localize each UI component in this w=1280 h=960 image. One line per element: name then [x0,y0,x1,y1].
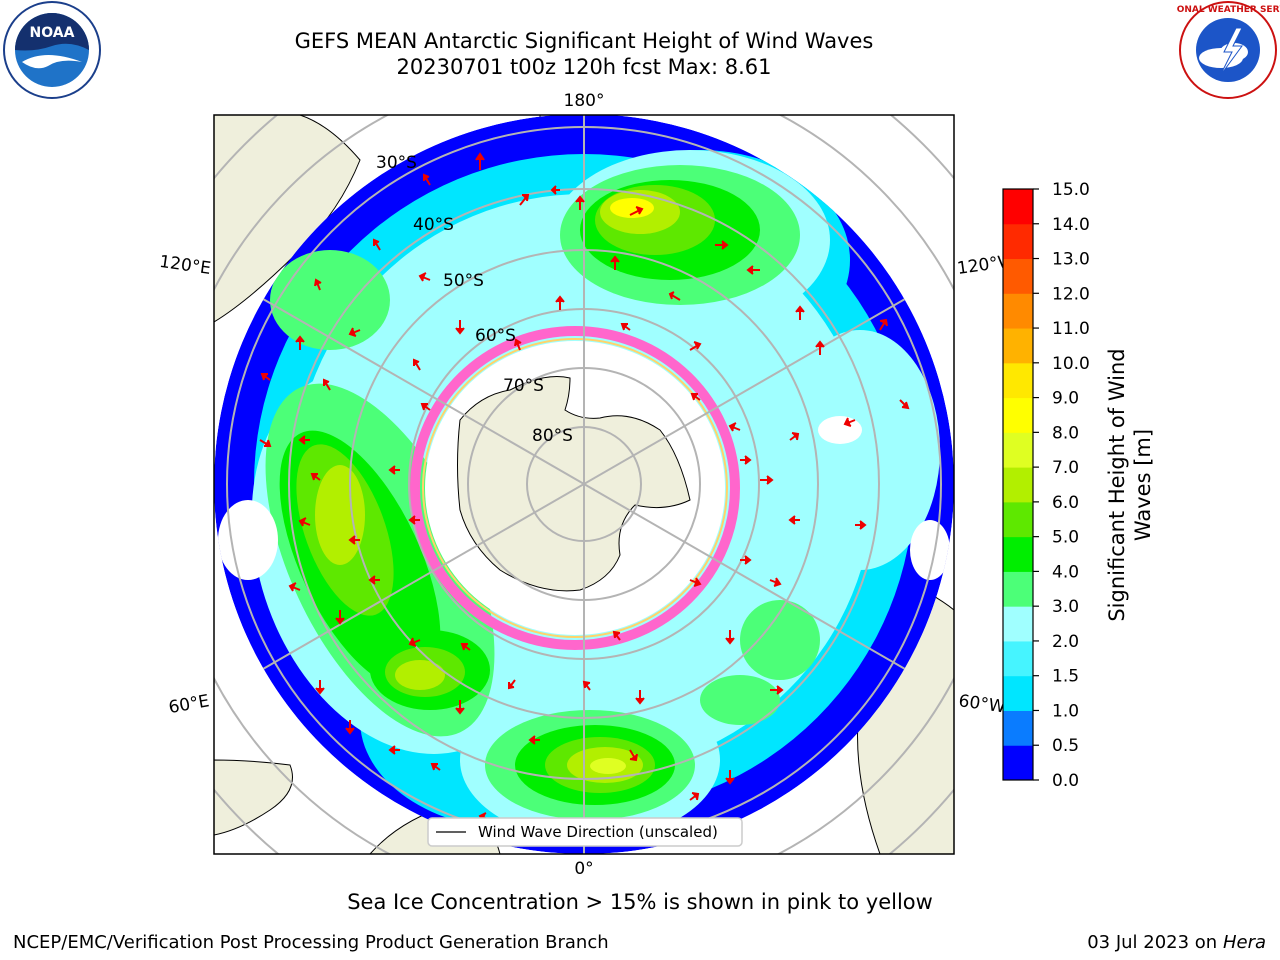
nws-logo: NATIONAL WEATHER SERVICE [1176,1,1280,99]
colorbar-segment [1003,675,1033,711]
colorbar-segment [1003,397,1033,433]
legend-text: Wind Wave Direction (unscaled) [478,823,718,841]
nws-logo-text: NATIONAL WEATHER SERVICE [1176,5,1280,15]
map-legend: Wind Wave Direction (unscaled) [427,817,743,847]
graticule-labels: 180° 0° 120°E 60°E 120°W 60°W 30°S 40°S … [158,91,1016,879]
colorbar-label-line1: Significant Height of Wind [1105,348,1129,621]
footer-date: 03 Jul 2023 on Hera [1087,932,1266,953]
colorbar-tick-label: 1.0 [1052,701,1079,721]
noaa-logo-text: NOAA [30,25,75,41]
colorbar-tick-label: 12.0 [1052,284,1090,304]
noaa-logo: NOAA [3,1,101,99]
colorbar-segment [1003,606,1033,642]
colorbar-segment [1003,467,1033,503]
colorbar-tick-label: 9.0 [1052,389,1079,409]
lat-label-60s: 60°S [475,326,516,346]
colorbar-segment [1003,536,1033,572]
colorbar-tick-label: 3.0 [1052,597,1079,617]
colorbar: 0.0 0.5 1.0 1.5 2.0 3.0 4.0 5.0 6.0 7.0 8.0 9.0 10.0… [1002,180,1090,791]
lat-label-30s: 30°S [376,153,417,173]
colorbar-segment [1003,640,1033,677]
colorbar-tick-label: 15.0 [1052,180,1090,200]
colorbar-tick-label: 13.0 [1052,250,1090,270]
graticule [226,115,942,854]
colorbar-tick-label: 2.0 [1052,632,1079,652]
colorbar-segment [1003,362,1033,399]
footer-branch: NCEP/EMC/Verification Post Processing Pr… [13,932,609,953]
colorbar-segment [1003,328,1033,364]
colorbar-tick-label: 5.0 [1052,528,1079,548]
colorbar-tick-label: 0.5 [1052,736,1079,756]
lon-label-60w: 60°W [957,691,1006,717]
colorbar-segment [1003,501,1033,538]
lat-label-70s: 70°S [503,376,544,396]
colorbar-segment [1003,571,1033,607]
colorbar-tick-label: 14.0 [1052,215,1090,235]
colorbar-tick-label: 7.0 [1052,458,1079,478]
colorbar-frame [1002,188,1034,781]
colorbar-segment [1003,223,1033,260]
footer-date-text: 03 Jul 2023 on [1087,932,1223,953]
plot-title: GEFS MEAN Antarctic Significant Height o… [294,29,874,53]
lon-label-0: 0° [574,859,593,879]
lat-label-80s: 80°S [532,426,573,446]
antarctica-land [457,376,691,592]
colorbar-segment [1003,745,1033,781]
sea-ice-note: Sea Ice Concentration > 15% is shown in … [347,890,933,914]
colorbar-tick-label: 8.0 [1052,423,1079,443]
colorbar-segment [1003,189,1033,225]
plot-subtitle: 20230701 t00z 120h fcst Max: 8.61 [396,55,772,79]
map-frame [213,114,955,855]
colorbar-segment [1003,710,1033,746]
colorbar-tick-label: 10.0 [1052,354,1090,374]
lon-label-180: 180° [564,91,605,111]
colorbar-label: Significant Height of Wind Waves [m] [1105,348,1155,621]
colorbar-tick-label: 4.0 [1052,562,1079,582]
colorbar-segment [1003,432,1033,468]
colorbar-tick-label: 1.5 [1052,667,1079,687]
colorbar-tick-label: 11.0 [1052,319,1090,339]
lon-label-60e: 60°E [167,691,211,718]
colorbar-label-line2: Waves [m] [1131,429,1155,541]
footer-host: Hera [1222,932,1266,953]
colorbar-segment [1003,293,1033,329]
colorbar-tick-label: 6.0 [1052,493,1079,513]
colorbar-tick-label: 0.0 [1052,771,1079,791]
colorbar-segment [1003,258,1033,294]
lon-label-120e: 120°E [158,252,212,279]
lat-label-50s: 50°S [443,271,484,291]
lat-label-40s: 40°S [413,215,454,235]
